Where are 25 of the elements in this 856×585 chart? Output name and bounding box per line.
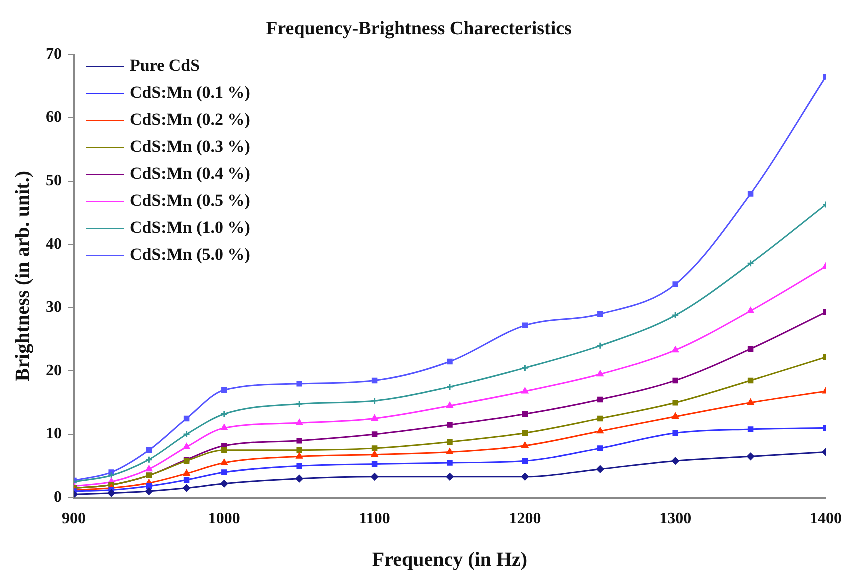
legend-label: CdS:Mn (0.5 %) — [130, 191, 250, 210]
x-tick-label: 900 — [62, 510, 86, 528]
x-tick-label: 1000 — [208, 510, 240, 528]
x-tick-label: 1300 — [660, 510, 692, 528]
legend-label: CdS:Mn (0.3 %) — [130, 137, 250, 156]
legend-label: CdS:Mn (0.4 %) — [130, 164, 250, 184]
legend-label: CdS:Mn (1.0 %) — [130, 218, 250, 238]
y-tick-label: 40 — [46, 236, 62, 253]
chart-title: Frequency-Brightness Charecteristics — [266, 18, 572, 40]
x-axis-title: Frequency (in Hz) — [372, 549, 528, 572]
y-tick-label: 50 — [46, 172, 62, 190]
legend-label: CdS:Mn (0.2 %) — [130, 110, 250, 130]
y-tick-label: 0 — [54, 488, 62, 506]
y-tick-label: 60 — [46, 109, 62, 126]
y-tick-label: 20 — [46, 362, 62, 380]
legend-label: CdS:Mn (5.0 %) — [130, 245, 250, 264]
y-tick-label: 30 — [46, 299, 62, 316]
y-axis-title: Brightness (in arb. unit.) — [12, 171, 34, 382]
y-tick-label: 10 — [46, 426, 62, 443]
x-tick-label: 1100 — [359, 510, 390, 528]
legend-label: CdS:Mn (0.1 %) — [130, 83, 250, 102]
x-tick-label: 1200 — [509, 510, 542, 528]
x-tick-label: 1400 — [810, 510, 842, 528]
y-tick-label: 70 — [46, 46, 62, 63]
legend-label: Pure CdS — [130, 56, 200, 76]
